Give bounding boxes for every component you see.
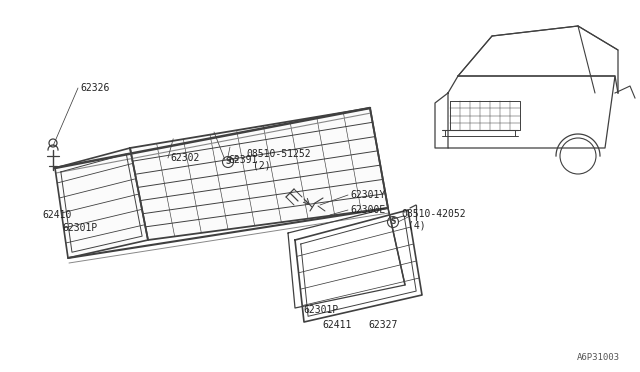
Text: 62301Y: 62301Y [350,190,385,200]
Text: 62391: 62391 [228,155,257,165]
Polygon shape [130,108,388,240]
Text: S: S [234,156,239,162]
Text: 62326: 62326 [80,83,109,93]
Text: 62301P: 62301P [62,223,97,233]
Text: 08510-51252: 08510-51252 [246,149,310,159]
Text: 08510-42052: 08510-42052 [401,209,466,219]
Text: S: S [225,157,230,167]
Text: S: S [390,218,396,227]
Text: 62411: 62411 [322,320,351,330]
Polygon shape [55,148,148,258]
Text: 62302: 62302 [170,153,200,163]
Text: 62327: 62327 [368,320,397,330]
Text: 62301P: 62301P [303,305,339,315]
Text: 62300E: 62300E [350,205,385,215]
Text: (4): (4) [408,221,426,231]
Text: A6P31003: A6P31003 [577,353,620,362]
Text: 62410: 62410 [42,210,72,220]
Text: (2): (2) [253,161,271,171]
